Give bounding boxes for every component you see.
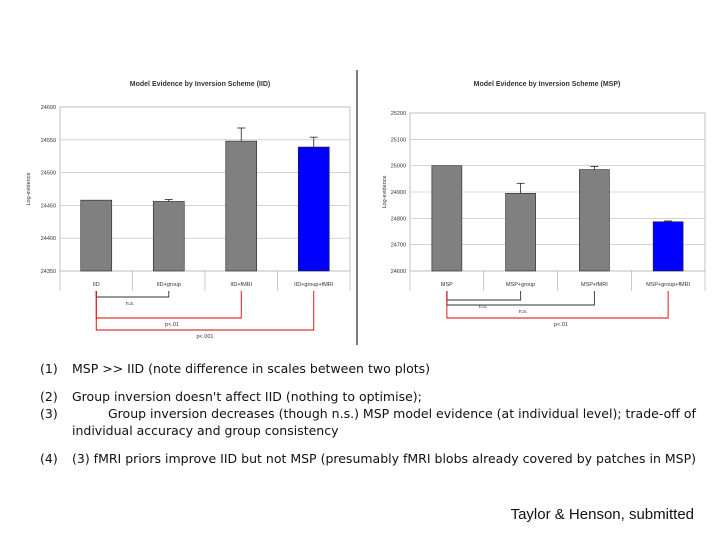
bar-iid-group [152,201,185,272]
notes-list: (1) MSP >> IID (note difference in scale… [40,360,700,478]
chart-title: Model Evidence by Inversion Scheme (MSP) [474,81,621,88]
y-tick-label: 25200 [391,111,406,117]
significance-label: n.s. [126,301,135,307]
y-tick-label: 24450 [41,203,56,209]
significance-bracket [446,291,522,301]
bar-iid [80,199,113,272]
category-label: MSP+group+fMRI [646,282,690,288]
category-label: MSP [441,282,453,288]
significance-label: n.s. [519,309,528,315]
note-text: Group inversion decreases (though n.s.) … [72,406,696,438]
category-label: IID+group [157,282,181,288]
significance-bracket [95,291,315,331]
category-label: IID [93,282,100,288]
note-text: MSP >> IID (note difference in scales be… [72,361,431,376]
note-number: (2) [40,389,58,404]
significance-bracket [95,291,170,298]
charts-area: Model Evidence by Inversion Scheme (IID)… [26,70,706,345]
category-label: MSP+group [506,282,535,288]
category-label: IID+fMRI [230,282,252,288]
credit-text: Taylor & Henson, submitted [510,506,694,523]
y-axis-label: Log-evidence [26,172,32,205]
y-tick-label: 24900 [391,190,406,196]
note-numbers: (2) (3) [40,388,72,439]
note-4: (4) (3) fMRI priors improve IID but not … [40,450,700,467]
significance-bracket [446,291,669,319]
chart-title: Model Evidence by Inversion Scheme (IID) [130,81,270,88]
note-1: (1) MSP >> IID (note difference in scale… [40,360,700,377]
bar-msp-group [505,193,536,272]
y-tick-label: 24600 [41,105,56,111]
y-tick-label: 24800 [391,216,406,222]
y-axis-label: Log-evidence [382,175,388,208]
significance-label: p<.01 [554,322,568,328]
y-tick-label: 24600 [391,269,406,275]
significance-label: n.s. [479,304,488,310]
y-tick-label: 24550 [41,138,56,144]
note-number: (3) [40,406,58,421]
y-tick-label: 24350 [41,269,56,275]
y-tick-label: 24700 [391,243,406,249]
category-label: IID+group+fMRI [294,282,334,288]
iid-chart: Model Evidence by Inversion Scheme (IID)… [26,81,351,340]
y-tick-label: 24500 [41,171,56,177]
y-tick-label: 25000 [391,164,406,170]
y-tick-label: 24400 [41,236,56,242]
significance-label: p<.01 [165,322,179,328]
msp-chart: Model Evidence by Inversion Scheme (MSP)… [382,81,706,328]
note-number: (1) [40,361,58,376]
category-label: MSP+fMRI [581,282,608,288]
bar-msp-group-fmri [652,221,684,272]
note-number: (4) [40,451,58,466]
note-2-3: (2) (3) Group inversion doesn't affect I… [40,388,700,439]
note-texts: Group inversion doesn't affect IID (noth… [72,388,700,439]
note-text: Group inversion doesn't affect IID (noth… [72,389,422,404]
bar-msp-fmri [579,169,610,272]
bar-iid-group-fmri [297,146,330,272]
bar-msp [431,165,463,272]
y-tick-label: 25100 [391,137,406,143]
significance-label: p<.001 [197,334,214,340]
note-text: (3) fMRI priors improve IID but not MSP … [72,451,696,466]
bar-iid-fmri [225,140,258,272]
